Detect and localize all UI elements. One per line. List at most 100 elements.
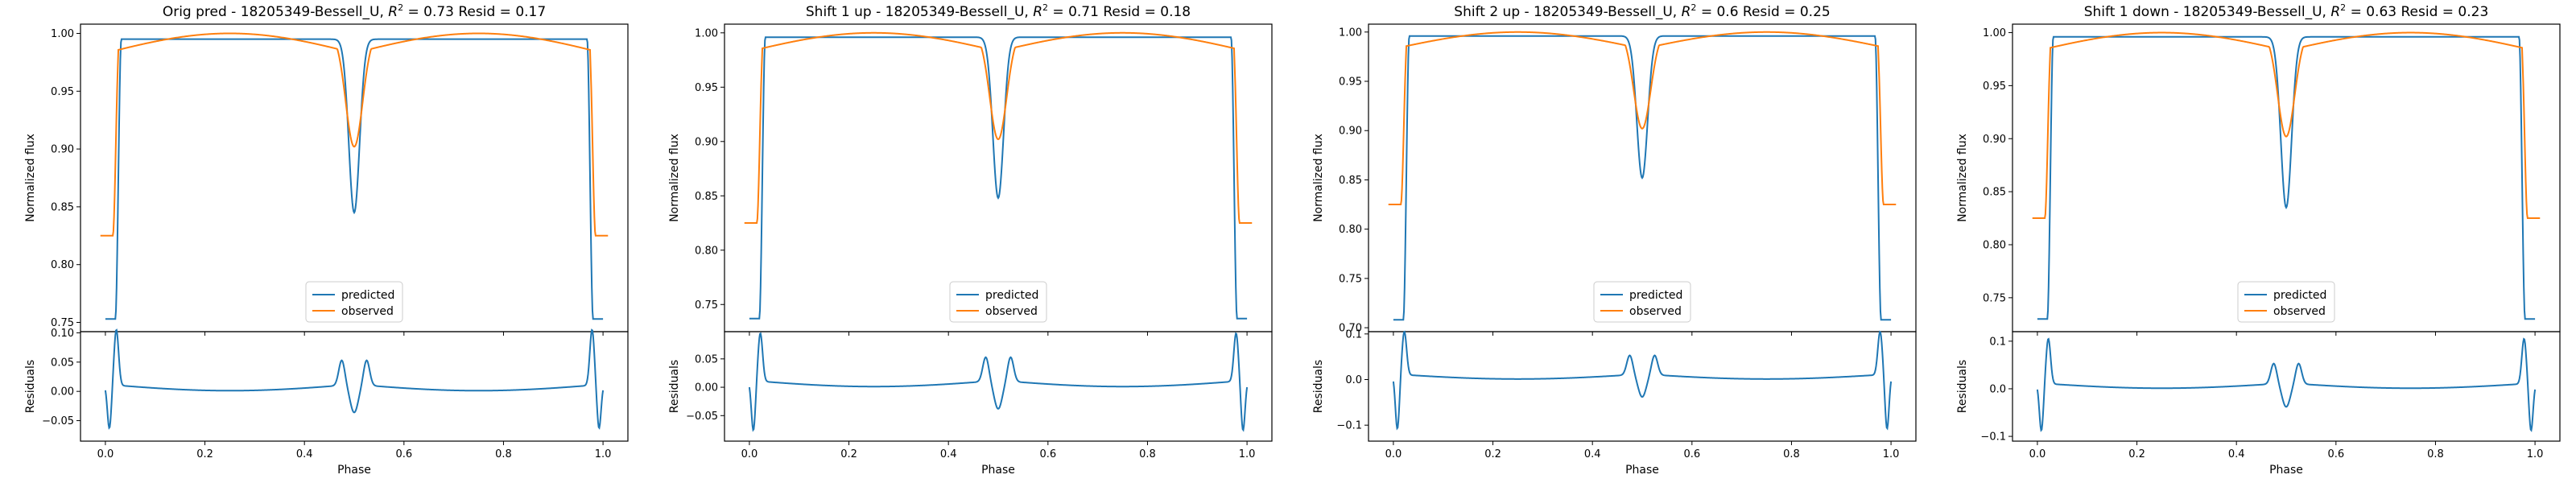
series-residual-line (748, 332, 1249, 432)
y-tick-label-resid: −0.05 (686, 411, 718, 423)
legend-label-predicted: predicted (985, 289, 1038, 302)
y-tick-label-main: 0.75 (1339, 273, 1362, 285)
series-predicted-line (1393, 35, 1892, 321)
title-prefix: Shift 2 up - 18205349-Bessell_U, (1454, 4, 1681, 20)
x-axis-label: Phase (981, 464, 1015, 477)
legend-label-predicted: predicted (341, 289, 394, 302)
x-tick-label: 0.8 (1139, 448, 1156, 460)
y-tick-label-main: 0.85 (1983, 187, 2006, 199)
series-observed-line (2032, 31, 2541, 220)
chart-panel-4: Shift 1 down - 18205349-Bessell_U, R2 = … (1956, 2, 2561, 477)
chart-title: Shift 2 up - 18205349-Bessell_U, R2 = 0.… (1454, 2, 1830, 20)
y-tick-label-resid: 0.00 (695, 382, 718, 394)
y-axis-label-resid: Residuals (1956, 360, 1969, 413)
y-tick-label-resid: 0.0 (1345, 374, 1362, 386)
x-tick-label: 0.4 (2228, 448, 2245, 460)
y-tick-label-main: 0.90 (695, 136, 718, 148)
x-axis-label: Phase (1625, 464, 1659, 477)
x-tick-label: 0.2 (196, 448, 213, 460)
y-tick-label-resid: 0.05 (695, 353, 718, 365)
x-axis-label: Phase (337, 464, 371, 477)
series-observed-line (100, 32, 609, 237)
x-tick-label: 1.0 (595, 448, 612, 460)
residual-axes-frame (2012, 331, 2561, 442)
y-axis-label-main: Normalized flux (1956, 134, 1969, 222)
x-tick-label: 0.4 (1584, 448, 1601, 460)
series-predicted-line (105, 38, 604, 320)
x-tick-label: 0.6 (1039, 448, 1056, 460)
x-tick-label: 0.8 (1783, 448, 1800, 460)
y-tick-label-resid: −0.05 (42, 415, 74, 427)
y-tick-label-resid: 0.10 (51, 328, 74, 340)
x-tick-label: 0.2 (840, 448, 857, 460)
title-r2-exponent: 2 (398, 2, 403, 13)
legend-box (2237, 281, 2335, 323)
title-r2-value: = 0.6 (1696, 4, 1738, 20)
chart-title: Shift 1 down - 18205349-Bessell_U, R2 = … (2084, 2, 2489, 20)
title-r2-symbol: R (2330, 4, 2340, 20)
title-prefix: Shift 1 up - 18205349-Bessell_U, (806, 4, 1033, 20)
title-r2-symbol: R (388, 4, 398, 20)
legend-label-predicted: predicted (2273, 289, 2326, 302)
series-observed-line (744, 31, 1253, 225)
x-tick-label: 0.6 (2327, 448, 2344, 460)
residual-axes-frame (1368, 331, 1917, 442)
title-r2-symbol: R (1033, 4, 1042, 20)
y-axis-label-main: Normalized flux (668, 134, 681, 222)
y-tick-label-main: 0.90 (1339, 126, 1362, 138)
y-axis-label-main: Normalized flux (1312, 134, 1325, 222)
y-tick-label-main: 0.85 (695, 191, 718, 203)
x-tick-label: 0.6 (1683, 448, 1700, 460)
legend-box (305, 281, 403, 323)
series-predicted-line (749, 36, 1248, 320)
title-suffix: Resid = 0.18 (1099, 4, 1191, 20)
title-r2-exponent: 2 (2340, 2, 2346, 13)
y-tick-label-main: 0.80 (1339, 224, 1362, 236)
series-observed-line (1388, 31, 1897, 206)
x-tick-label: 0.4 (940, 448, 957, 460)
title-prefix: Shift 1 down - 18205349-Bessell_U, (2084, 4, 2331, 20)
x-tick-label: 0.8 (2427, 448, 2444, 460)
x-tick-label: 0.0 (97, 448, 114, 460)
series-residual-line (2036, 337, 2537, 432)
y-tick-label-main: 0.95 (1983, 80, 2006, 93)
y-axis-label-resid: Residuals (24, 360, 37, 413)
y-tick-label-resid: 0.1 (1989, 336, 2006, 348)
legend-label-observed: observed (2273, 305, 2326, 318)
y-tick-label-main: 0.95 (1339, 76, 1362, 89)
chart-panel-3: Shift 2 up - 18205349-Bessell_U, R2 = 0.… (1312, 2, 1917, 477)
chart-title: Orig pred - 18205349-Bessell_U, R2 = 0.7… (163, 2, 546, 20)
x-tick-label: 0.0 (741, 448, 758, 460)
x-tick-label: 0.0 (1385, 448, 1402, 460)
y-tick-label-main: 0.95 (51, 86, 74, 98)
y-tick-label-main: 0.95 (695, 82, 718, 94)
y-tick-label-resid: 0.0 (1989, 383, 2006, 395)
y-tick-label-resid: −0.1 (1980, 431, 2006, 444)
y-axis-label-resid: Residuals (1312, 360, 1325, 413)
y-tick-label-resid: 0.00 (51, 386, 74, 398)
y-tick-label-main: 1.00 (1983, 27, 2006, 39)
y-tick-label-main: 1.00 (1339, 27, 1362, 39)
y-tick-label-main: 0.90 (51, 144, 74, 156)
series-predicted-line (2037, 35, 2536, 320)
y-tick-label-main: 0.75 (1983, 292, 2006, 304)
series-residual-line (104, 328, 605, 430)
title-r2-symbol: R (1682, 4, 1691, 20)
x-tick-label: 0.4 (296, 448, 313, 460)
title-r2-value: = 0.71 (1048, 4, 1099, 20)
y-tick-label-resid: 0.05 (51, 357, 74, 369)
legend-label-observed: observed (1629, 305, 1682, 318)
y-tick-label-main: 0.85 (1339, 175, 1362, 187)
x-tick-label: 1.0 (1883, 448, 1900, 460)
y-tick-label-main: 0.80 (695, 245, 718, 257)
residual-axes-frame (724, 331, 1273, 442)
title-r2-value: = 0.63 (2346, 4, 2396, 20)
y-tick-label-main: 0.90 (1983, 134, 2006, 146)
y-tick-label-main: 0.80 (1983, 239, 2006, 251)
y-tick-label-resid: 0.1 (1345, 328, 1362, 341)
legend-box (949, 281, 1047, 323)
title-suffix: Resid = 0.17 (454, 4, 546, 20)
chart-panel-1: Orig pred - 18205349-Bessell_U, R2 = 0.7… (24, 2, 629, 477)
legend-box (1593, 281, 1691, 323)
